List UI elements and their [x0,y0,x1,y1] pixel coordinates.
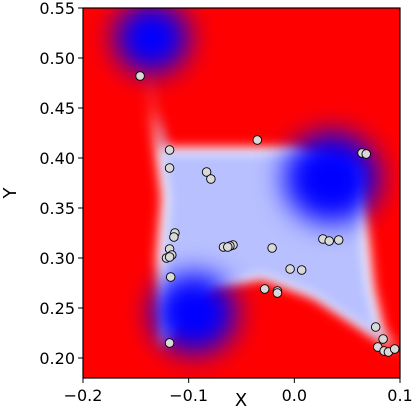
data-point [285,264,295,274]
data-point [252,135,263,145]
data-point [324,236,334,246]
y-tick-label: 0.20 [39,349,75,368]
data-point [378,334,388,344]
x-axis-label: X [235,390,247,408]
plot-frame [82,7,401,379]
data-point [165,272,176,282]
heatmap-basin [151,272,237,354]
data-point [389,344,400,354]
y-tick-label: 0.25 [39,299,75,318]
y-tick-label: 0.35 [39,199,75,218]
y-tick-label: 0.55 [39,0,75,18]
y-tick-label: 0.40 [39,149,75,168]
data-point [361,149,371,159]
data-point [267,243,277,253]
data-point [135,71,145,81]
data-point [164,145,175,155]
heatmap-basin [283,132,379,224]
data-point [206,174,216,184]
data-point [272,288,283,298]
heatmap-field [114,8,400,354]
heatmap-basin [114,8,189,74]
data-point [164,252,175,262]
x-tick-label: 0.1 [387,386,412,405]
y-axis-label: Y [0,187,21,200]
y-tick-label: 0.30 [39,249,75,268]
data-point [370,322,381,332]
x-tick-label: −0.1 [169,386,208,405]
data-point [201,167,212,177]
plot-area [83,8,400,378]
data-point [296,265,307,275]
x-tick-label: −0.2 [64,386,103,405]
data-point [164,338,175,348]
data-points [135,71,400,357]
y-tick-label: 0.50 [39,49,75,68]
data-point [164,163,175,173]
x-tick-label: 0.0 [282,386,307,405]
y-axis: 0.20 0.25 0.30 0.35 0.40 0.45 0.50 0.55 [39,0,83,368]
data-point [169,232,179,242]
y-tick-label: 0.45 [39,99,75,118]
data-point [223,242,233,252]
x-axis: −0.2 −0.1 0.0 0.1 [64,378,413,405]
data-point [259,284,270,294]
data-point [333,235,344,245]
heatmap-light-blue [145,21,392,346]
